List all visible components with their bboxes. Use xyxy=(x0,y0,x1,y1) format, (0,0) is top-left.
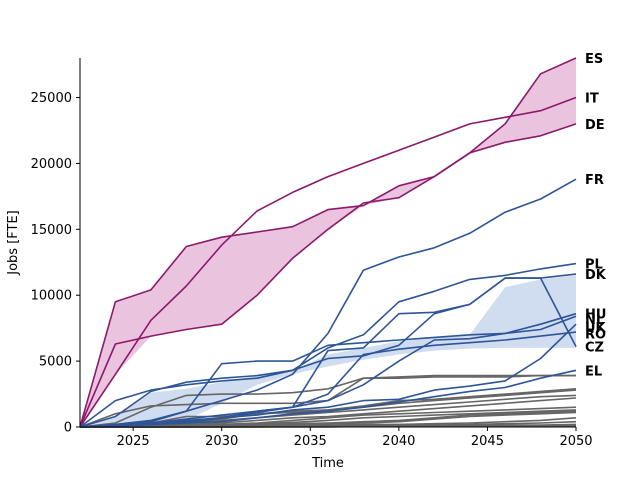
x-tick-label: 2050 xyxy=(559,434,592,449)
x-tick-label: 2030 xyxy=(205,434,238,449)
country-label-de: DE xyxy=(585,118,605,133)
y-axis-title: Jobs [FTE] xyxy=(6,210,21,276)
series-line-pl xyxy=(79,178,577,428)
country-label-cz: CZ xyxy=(585,341,604,356)
x-tick-label: 2025 xyxy=(117,434,150,449)
x-tick-label: 2035 xyxy=(294,434,327,449)
country-label-el: EL xyxy=(585,364,602,379)
country-label-nl: NL xyxy=(585,313,604,328)
y-tick-label: 0 xyxy=(64,421,72,436)
x-tick-label: 2045 xyxy=(471,434,504,449)
y-tick-label: 20000 xyxy=(31,157,72,172)
series-line-it xyxy=(79,96,577,428)
lines-layer xyxy=(79,57,577,428)
series-line-hu xyxy=(79,315,577,428)
bands-layer xyxy=(80,58,576,427)
axes-layer xyxy=(79,58,576,428)
y-tick-label: 15000 xyxy=(31,223,72,238)
y-tick-label: 10000 xyxy=(31,289,72,304)
series-line-gray-13 xyxy=(79,374,576,428)
band-magenta xyxy=(80,58,576,427)
country-label-hu: HU xyxy=(585,308,606,323)
x-axis-title: Time xyxy=(311,456,344,471)
country-label-uk: UK xyxy=(585,321,607,336)
country-label-pl: PL xyxy=(585,258,603,273)
series-line-de xyxy=(79,123,577,428)
country-label-it: IT xyxy=(585,92,599,107)
y-tick-label: 5000 xyxy=(39,355,72,370)
series-line-nl xyxy=(79,312,577,428)
country-label-fr: FR xyxy=(585,173,604,188)
x-tick-label: 2040 xyxy=(382,434,415,449)
band-blue xyxy=(80,275,576,427)
series-line-es xyxy=(79,57,577,428)
series-line-el xyxy=(79,369,577,428)
country-label-es: ES xyxy=(585,52,603,67)
country-label-dk: DK xyxy=(585,268,607,283)
ticks-layer: 2025 2030 2035 2040 2045 2050 0 5000 10000 15000 2… xyxy=(31,91,593,449)
country-label-ro: RO xyxy=(585,327,606,342)
y-tick-label: 25000 xyxy=(31,91,72,106)
